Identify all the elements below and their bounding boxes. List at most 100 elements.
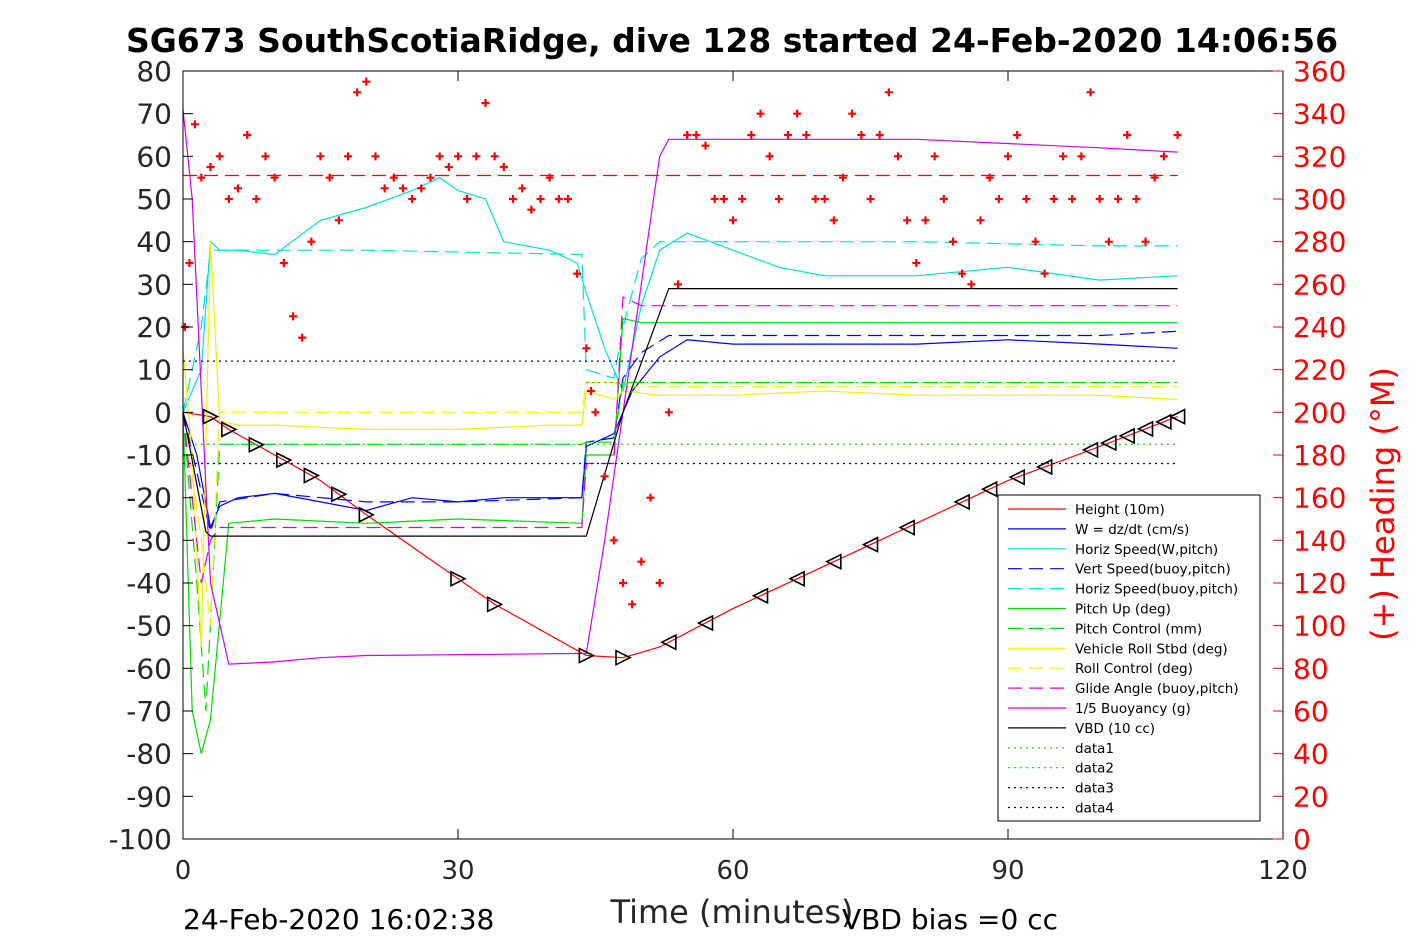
y-tick-label-8: 0	[154, 396, 172, 429]
heading-point-76	[857, 131, 866, 139]
y-tick-label-13: -50	[126, 610, 172, 643]
legend: Height (10m) W = dz/dt (cm/s) Horiz Speed(…	[997, 494, 1261, 822]
profile-marker-2	[248, 436, 266, 454]
y2-tick-label-11: 140	[1293, 524, 1346, 557]
heading-point-54	[655, 579, 664, 587]
profile-marker-14	[788, 570, 805, 588]
heading-point-106	[1132, 195, 1141, 203]
profile-marker-24	[1118, 427, 1135, 445]
profile-marker-11	[660, 633, 677, 651]
heading-point-51	[628, 600, 637, 609]
y2-tick-label-0: 360	[1293, 55, 1346, 88]
profile-marker-27	[1168, 408, 1186, 425]
y-tick-label-18: -100	[108, 823, 172, 856]
y2-tick-label-10: 160	[1293, 482, 1346, 515]
legend-label-15: data4	[1075, 801, 1114, 817]
y2-tick-label-13: 100	[1293, 610, 1346, 643]
legend-label-5: Pitch Up (deg)	[1075, 602, 1171, 618]
profile-marker-19	[980, 480, 998, 498]
heading-point-92	[1004, 152, 1012, 161]
heading-point-13	[289, 312, 297, 321]
y-tick-label-3: 50	[136, 183, 172, 216]
heading-point-28	[426, 173, 435, 182]
heading-point-75	[848, 109, 857, 118]
y-tick-label-15: -70	[126, 695, 172, 728]
heading-point-21	[362, 77, 371, 86]
heading-point-105	[1123, 131, 1132, 139]
profile-marker-16	[861, 536, 879, 553]
profile-marker-26	[1155, 413, 1172, 431]
heading-point-70	[802, 131, 811, 139]
heading-point-101	[1086, 88, 1095, 97]
heading-point-59	[701, 141, 710, 150]
heading-point-55	[664, 408, 673, 417]
heading-point-45	[582, 344, 591, 353]
heading-point-88	[967, 280, 976, 289]
heading-point-80	[894, 152, 902, 161]
heading-point-72	[820, 195, 829, 203]
heading-point-91	[994, 195, 1003, 203]
heading-point-34	[481, 99, 490, 107]
heading-point-98	[1059, 152, 1067, 161]
series-line-1-5-buoyancy-g	[182, 109, 1178, 665]
heading-point-56	[674, 280, 682, 289]
y-tick-label-4: 40	[136, 226, 172, 259]
profile-marker-5	[331, 485, 348, 503]
profile-marker-13	[751, 587, 769, 605]
legend-label-13: data2	[1075, 761, 1114, 777]
heading-point-22	[371, 152, 380, 161]
legend-label-10: 1/5 Buoyancy (g)	[1075, 701, 1191, 717]
heading-point-83	[921, 216, 930, 225]
heading-point-5	[215, 152, 224, 161]
heading-point-10	[261, 152, 270, 161]
heading-point-19	[344, 152, 352, 161]
profile-marker-1	[221, 421, 238, 438]
profile-marker-6	[358, 506, 376, 524]
heading-point-79	[884, 88, 893, 97]
profile-marker-22	[1081, 441, 1099, 459]
heading-point-63	[738, 195, 747, 203]
series-line-horiz-speed-buoy-pitch	[182, 241, 1178, 413]
heading-point-90	[985, 173, 994, 182]
heading-point-39	[527, 205, 536, 214]
y2-tick-label-4: 280	[1293, 226, 1346, 259]
series-line-vbd-10-cc	[182, 288, 1178, 537]
profile-marker-12	[696, 614, 714, 632]
heading-point-40	[536, 195, 545, 203]
heading-point-58	[692, 131, 701, 139]
heading-point-26	[408, 195, 417, 203]
y2-tick-label-9: 180	[1293, 439, 1346, 472]
y-tick-label-0: 80	[136, 55, 172, 88]
profile-marker-23	[1100, 434, 1117, 452]
heading-point-25	[399, 184, 407, 193]
heading-point-77	[866, 195, 875, 203]
heading-point-43	[564, 195, 572, 203]
heading-point-38	[518, 184, 527, 193]
heading-point-18	[334, 216, 343, 225]
profile-marker-17	[898, 519, 915, 536]
heading-point-7	[234, 184, 242, 193]
heading-point-14	[298, 333, 307, 342]
y-ticks: 80 70 60 50 40 30 20 10 0 -10 -20 -30 -40 -50 -60 -70 -8…	[108, 55, 193, 856]
heading-point-104	[1114, 195, 1122, 203]
heading-point-48	[600, 472, 609, 481]
legend-label-11: VBD (10 cc)	[1075, 721, 1155, 737]
heading-point-69	[793, 109, 802, 118]
y2-tick-label-15: 60	[1293, 695, 1329, 728]
heading-point-33	[472, 152, 481, 161]
heading-point-44	[573, 269, 582, 278]
heading-point-81	[903, 216, 912, 225]
y-tick-label-5: 30	[136, 268, 172, 301]
heading-point-82	[912, 259, 921, 267]
heading-point-17	[325, 173, 334, 182]
profile-marker-21	[1035, 458, 1053, 476]
legend-label-14: data3	[1075, 781, 1114, 797]
profile-marker-7	[450, 570, 467, 588]
heading-point-30	[444, 163, 453, 171]
x-tick-label-3: 90	[991, 856, 1024, 886]
heading-point-107	[1141, 237, 1150, 246]
y2-tick-label-14: 80	[1293, 652, 1329, 685]
heading-point-24	[389, 173, 398, 182]
heading-point-61	[719, 195, 728, 203]
